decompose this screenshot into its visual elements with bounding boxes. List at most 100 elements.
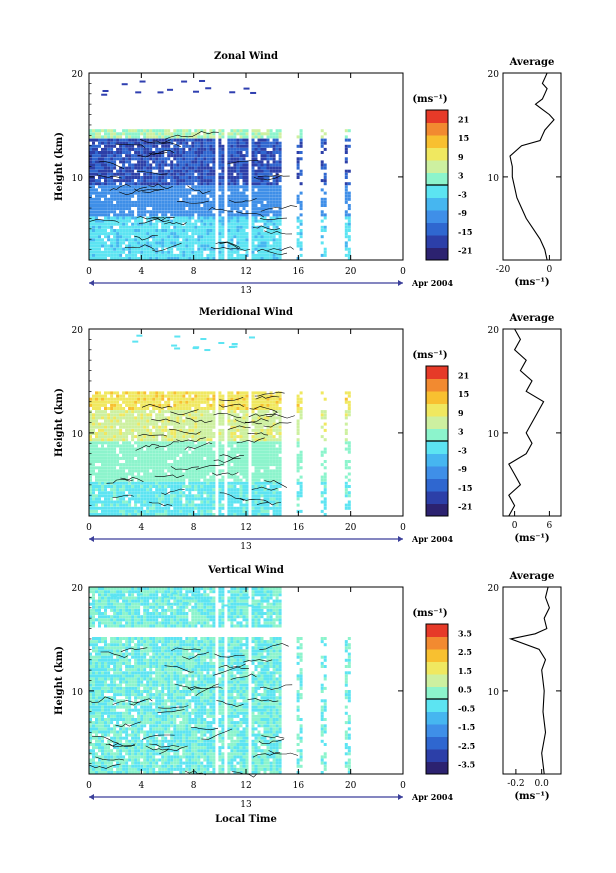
heatmap-cell [152,235,156,239]
heatmap-cell [266,494,270,498]
heatmap-cell [239,204,243,207]
heatmap-cell [188,229,192,232]
heatmap-cell [185,438,189,442]
heatmap-cell [194,250,198,254]
heatmap-cell [236,191,240,195]
heatmap-cell [125,219,129,223]
heatmap-cell [179,463,183,467]
heatmap-cell [260,219,264,223]
heatmap-cell [299,475,303,479]
heatmap-cell [251,403,255,407]
heatmap-cell [197,216,201,220]
heatmap-cell [200,500,204,504]
heatmap-cell [167,238,171,242]
heatmap-cell [251,247,255,251]
heatmap-cell [134,154,138,158]
heatmap-cell [203,169,207,173]
heatmap-cell [95,447,98,451]
heatmap-cell [101,509,104,513]
heatmap-cell [251,475,255,479]
heatmap-cell [92,450,95,454]
heatmap-cell [143,244,147,248]
heatmap-cell [152,463,156,467]
heatmap-cell [200,219,204,223]
heatmap-cell [95,154,98,158]
heatmap-cell [233,509,237,513]
heatmap-cell [95,132,98,136]
heatmap-cell [320,253,324,257]
heatmap-cell [92,488,95,492]
heatmap-cell [113,491,117,495]
heatmap-cell [179,509,183,513]
heatmap-cell [251,250,255,254]
heatmap-cell [137,166,141,170]
heatmap-cell [212,235,216,239]
heatmap-cell [269,210,273,214]
heatmap-cell [140,428,144,432]
heatmap-cell [218,188,222,192]
heatmap-cell [347,129,351,133]
heatmap-cell [140,129,144,133]
heatmap-cell [107,413,111,417]
heatmap-cell [125,472,129,476]
heatmap-cell [164,144,168,148]
heatmap-cell [209,216,213,220]
heatmap-cell [134,509,138,513]
heatmap-cell [185,441,189,445]
heatmap-cell [257,428,261,432]
heatmap-cell [209,166,213,170]
heatmap-cell [191,403,195,407]
average-title: Average [509,57,555,68]
heatmap-cell [89,166,92,170]
heatmap-cell [344,491,348,495]
heatmap-cell [101,506,104,510]
heatmap-cell [320,135,324,139]
heatmap-cell [188,154,192,158]
heatmap-cell [134,407,138,410]
heatmap-cell [266,151,270,154]
heatmap-cell [158,129,162,133]
heatmap-cell [323,466,327,470]
heatmap-cell [197,182,201,186]
heatmap-cell [251,428,255,432]
heatmap-cell [173,397,177,401]
heatmap-cell [257,188,261,192]
heatmap-cell [227,188,231,192]
heatmap-cell [89,235,92,239]
heatmap-cell [209,135,213,139]
heatmap-cell [263,494,267,498]
heatmap-cell [200,229,204,232]
heatmap-cell [164,197,168,201]
heatmap-cell [140,232,144,236]
heatmap-cell [182,188,186,192]
heatmap-cell [161,163,165,167]
heatmap-cell [113,210,117,214]
heatmap-cell [92,222,95,226]
heatmap-cell [137,441,141,445]
heatmap-cell [107,144,111,148]
heatmap-cell [104,438,107,442]
heatmap-cell [158,466,162,470]
heatmap-cell [158,176,162,179]
heatmap-cell [191,435,195,439]
heatmap-cell [170,200,174,204]
heatmap-cell [269,238,273,242]
heatmap-cell [134,403,138,407]
heatmap-cell [197,138,201,142]
heatmap-cell [140,207,144,211]
heatmap-cell [158,444,162,448]
heatmap-cell [278,500,282,504]
heatmap-cell [200,400,204,404]
heatmap-cell [239,466,243,470]
heatmap-cell [137,250,141,254]
heatmap-cell [125,179,129,183]
heatmap-cell [131,135,135,139]
heatmap-cell [251,132,255,136]
heatmap-cell [260,503,264,507]
heatmap-cell [203,247,207,251]
heatmap-cell [95,403,98,407]
heatmap-cell [251,163,255,167]
heatmap-cell [266,450,270,454]
heatmap-cell [278,513,282,516]
heatmap-cell [161,241,165,245]
